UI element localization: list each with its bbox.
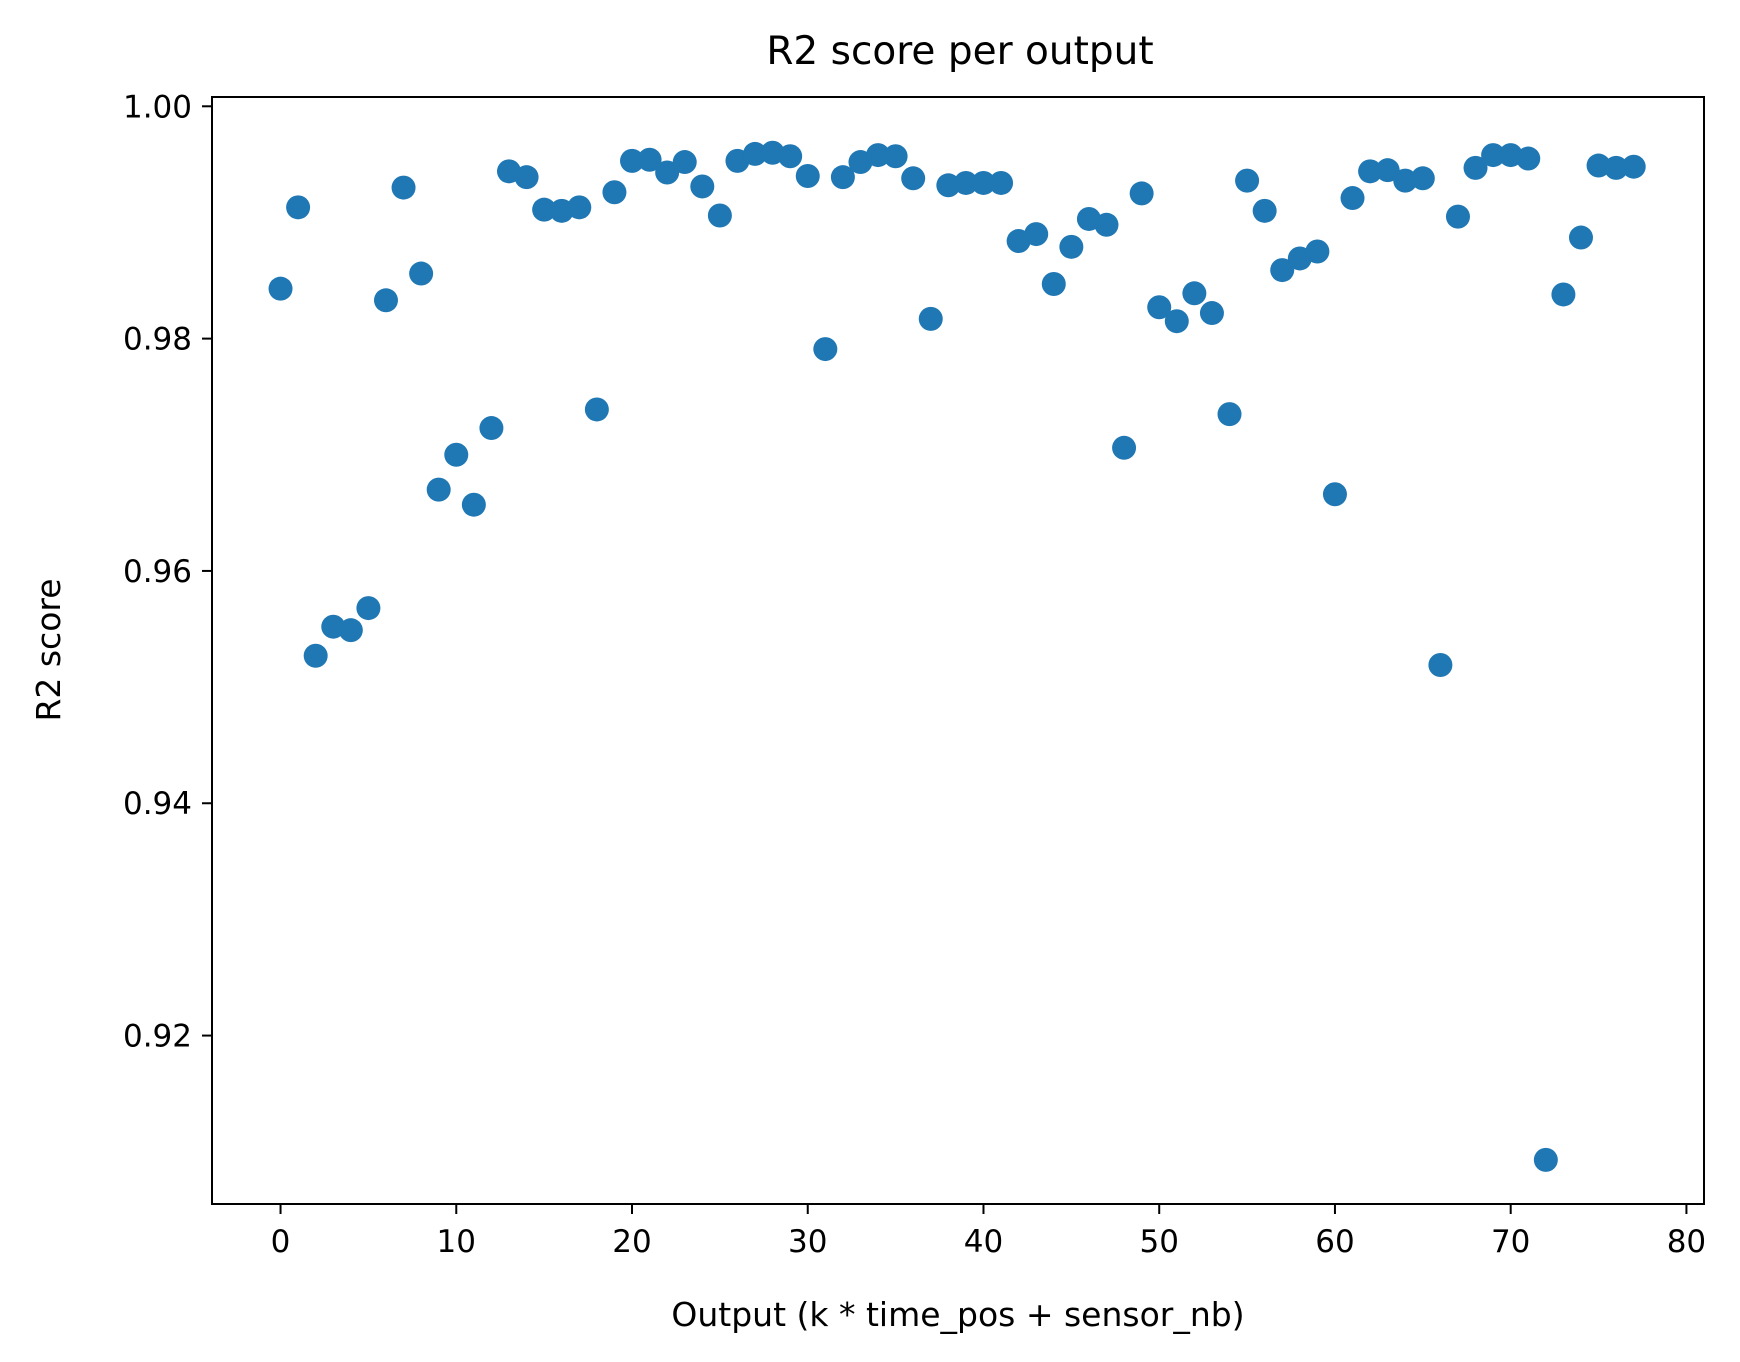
data-point [1182, 281, 1207, 306]
y-tick-label: 0.94 [123, 786, 192, 822]
data-point [1551, 282, 1576, 307]
data-point [866, 143, 891, 168]
data-point [426, 477, 451, 502]
data-point [532, 197, 557, 222]
data-point [672, 150, 697, 175]
y-axis-label: R2 score [29, 578, 68, 721]
data-point [479, 416, 504, 441]
y-tick-label: 0.96 [123, 554, 192, 590]
plot-frame [211, 96, 1705, 1205]
data-point [356, 596, 381, 621]
data-point [1445, 204, 1470, 229]
chart-title: R2 score per output [766, 29, 1153, 74]
x-axis-ticks: 0 10 20 30 40 50 60 70 80 [271, 1204, 1706, 1260]
data-point [1322, 482, 1347, 507]
data-point [830, 165, 855, 190]
data-point [1252, 198, 1277, 223]
data-point [1041, 272, 1066, 297]
x-tick-label: 60 [1315, 1224, 1354, 1260]
data-point [936, 173, 961, 198]
data-point [1410, 166, 1435, 191]
data-point [338, 618, 363, 643]
data-point [1621, 154, 1646, 179]
data-point [373, 288, 398, 313]
y-axis-ticks: 0.92 0.94 0.96 0.98 1.00 [123, 89, 212, 1055]
data-point [584, 397, 609, 422]
data-point [1604, 155, 1629, 180]
data-point [918, 306, 943, 331]
x-axis-label: Output (k * time_pos + sensor_nb) [671, 1295, 1244, 1334]
x-tick-label: 50 [1139, 1224, 1178, 1260]
data-point [286, 195, 311, 220]
data-point [602, 180, 627, 205]
data-point [1129, 181, 1154, 206]
data-point [1340, 186, 1365, 211]
data-point [1358, 159, 1383, 184]
data-point [655, 160, 680, 185]
data-point [303, 643, 328, 668]
data-point [901, 166, 926, 191]
data-point [514, 165, 539, 190]
data-point [268, 276, 293, 301]
data-point [620, 148, 645, 173]
data-point [1059, 234, 1084, 259]
data-point [1094, 212, 1119, 237]
data-point [813, 337, 838, 362]
data-point [883, 144, 908, 169]
x-tick-label: 30 [788, 1224, 827, 1260]
data-point [444, 442, 469, 467]
data-point [1112, 435, 1137, 460]
data-point [461, 492, 486, 517]
data-point [1463, 155, 1488, 180]
y-tick-label: 0.92 [123, 1019, 192, 1055]
data-point [1481, 143, 1506, 168]
data-point [971, 170, 996, 195]
data-point [567, 195, 592, 220]
data-point [778, 144, 803, 169]
x-tick-label: 10 [437, 1224, 476, 1260]
x-tick-label: 40 [964, 1224, 1003, 1260]
data-point [1568, 225, 1593, 250]
data-point [1270, 258, 1295, 283]
data-point [707, 203, 732, 228]
y-tick-label: 1.00 [123, 89, 192, 125]
data-point [1428, 653, 1453, 678]
x-tick-label: 70 [1491, 1224, 1530, 1260]
data-point [1586, 153, 1611, 178]
y-tick-label: 0.98 [123, 322, 192, 358]
x-tick-label: 0 [271, 1224, 291, 1260]
data-point [1235, 168, 1260, 193]
data-point [743, 141, 768, 166]
data-point [637, 147, 662, 172]
data-point [795, 163, 820, 188]
data-point [1164, 309, 1189, 334]
data-point [1147, 295, 1172, 320]
data-point [989, 170, 1014, 195]
data-point [690, 174, 715, 199]
x-tick-label: 80 [1667, 1224, 1706, 1260]
data-point [1375, 158, 1400, 183]
data-point [1199, 301, 1224, 326]
data-point [391, 175, 416, 200]
data-point [1217, 402, 1242, 427]
data-point [1533, 1147, 1558, 1172]
data-point [1393, 168, 1418, 193]
x-tick-label: 20 [612, 1224, 651, 1260]
data-point [409, 261, 434, 286]
data-point [953, 170, 978, 195]
data-point [1024, 222, 1049, 247]
data-point [1516, 146, 1541, 171]
data-point [1305, 239, 1330, 264]
data-points [268, 140, 1646, 1172]
